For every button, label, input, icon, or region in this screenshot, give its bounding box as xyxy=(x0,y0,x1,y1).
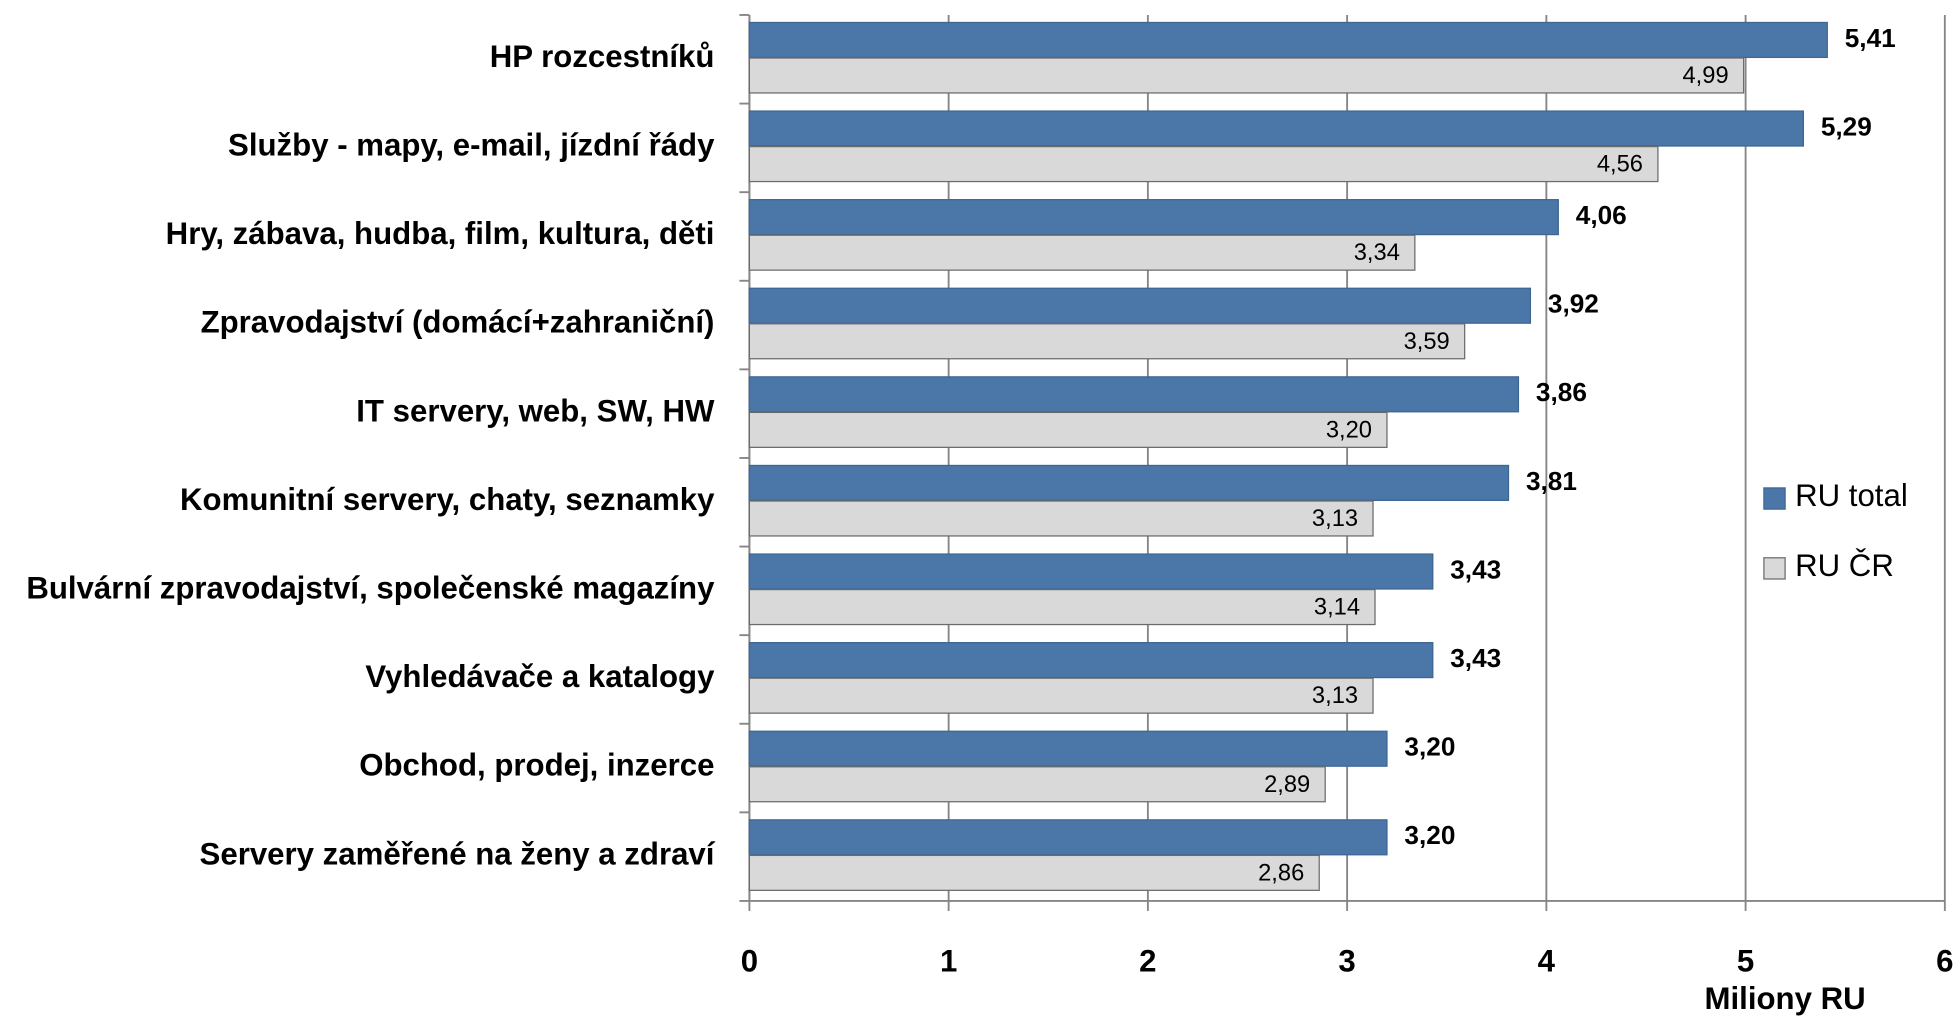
value-label: 3,20 xyxy=(1404,732,1455,762)
bar xyxy=(748,287,1532,324)
category-label: Obchod, prodej, inzerce xyxy=(359,748,714,783)
bar xyxy=(748,553,1434,590)
category-label: Bulvární zpravodajství, společenské maga… xyxy=(26,570,715,605)
bar xyxy=(748,464,1510,502)
value-label: 3,81 xyxy=(1526,466,1577,496)
value-label: 5,29 xyxy=(1821,111,1872,141)
value-label: 3,14 xyxy=(1314,595,1360,621)
category-label: IT servery, web, SW, HW xyxy=(356,393,715,428)
bar xyxy=(748,323,1466,360)
category-label: Hry, zábava, hudba, film, kultura, děti xyxy=(166,216,715,251)
bar xyxy=(748,500,1374,537)
x-tick-label: 5 xyxy=(1737,944,1754,979)
bar xyxy=(748,588,1376,626)
category-label: Vyhledávače a katalogy xyxy=(365,659,715,694)
bar xyxy=(748,376,1520,413)
legend-label: RU total xyxy=(1795,478,1908,513)
bar xyxy=(748,411,1388,448)
bar xyxy=(748,21,1828,59)
legend-label: RU ČR xyxy=(1795,548,1894,583)
category-label: Služby - mapy, e-mail, jízdní řády xyxy=(228,127,715,162)
x-tick-label: 0 xyxy=(741,944,758,979)
value-label: 3,20 xyxy=(1326,417,1372,443)
legend-swatch xyxy=(1763,487,1786,510)
bar xyxy=(748,145,1659,183)
value-label: 3,92 xyxy=(1548,289,1599,319)
value-label: 2,89 xyxy=(1264,772,1310,798)
value-label: 3,34 xyxy=(1354,240,1400,266)
bar xyxy=(748,854,1320,891)
value-label: 3,13 xyxy=(1312,683,1358,709)
value-label: 3,43 xyxy=(1450,554,1501,584)
x-tick-label: 1 xyxy=(940,944,957,979)
bar xyxy=(748,199,1559,236)
category-label: HP rozcestníků xyxy=(490,39,715,74)
bar xyxy=(748,819,1388,856)
bar xyxy=(748,642,1434,679)
value-label: 4,06 xyxy=(1576,200,1627,230)
x-tick-label: 6 xyxy=(1936,944,1953,979)
value-label: 3,59 xyxy=(1404,329,1450,355)
bar xyxy=(748,110,1805,147)
bar xyxy=(748,57,1745,94)
legend-swatch xyxy=(1763,557,1786,580)
bar xyxy=(748,234,1416,271)
category-label: Zpravodajství (domácí+zahraniční) xyxy=(201,305,715,340)
value-label: 4,99 xyxy=(1683,63,1729,89)
value-label: 5,41 xyxy=(1845,23,1896,53)
x-tick-label: 4 xyxy=(1538,944,1556,979)
bar xyxy=(748,766,1326,803)
bar xyxy=(748,730,1388,767)
value-label: 3,20 xyxy=(1404,820,1455,850)
category-label: Komunitní servery, chaty, seznamky xyxy=(180,482,715,517)
bar xyxy=(748,677,1374,714)
category-label: Servery zaměřené na ženy a zdraví xyxy=(200,836,716,871)
value-label: 2,86 xyxy=(1258,860,1304,886)
value-label: 3,86 xyxy=(1536,377,1587,407)
value-label: 3,43 xyxy=(1450,643,1501,673)
x-axis-title: Miliony RU xyxy=(1705,981,1866,1016)
x-tick-label: 3 xyxy=(1338,944,1355,979)
value-label: 4,56 xyxy=(1597,152,1643,178)
x-tick-label: 2 xyxy=(1139,944,1156,979)
value-label: 3,13 xyxy=(1312,506,1358,532)
